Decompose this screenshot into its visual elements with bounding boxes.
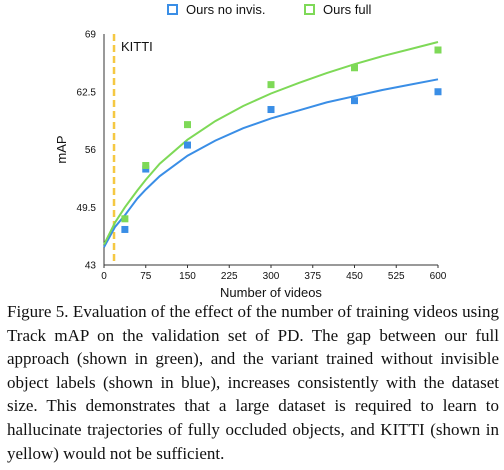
x-tick-label: 450 xyxy=(346,271,363,282)
x-axis-title: Number of videos xyxy=(220,285,322,300)
x-tick-label: 300 xyxy=(263,271,280,282)
chart: 0 75 150 225 300 375 450 525 600 43 49.5 56 62.5 69 Nu… xyxy=(54,2,447,300)
y-axis-title: mAP xyxy=(54,135,69,163)
series-1-point xyxy=(351,64,358,72)
y-tick-label: 62.5 xyxy=(77,87,97,98)
series-1-point xyxy=(121,215,129,223)
x-tick-label: 225 xyxy=(221,271,238,282)
series-1-point xyxy=(267,81,275,89)
series-0-point xyxy=(434,88,442,96)
series-0-point xyxy=(142,165,150,173)
series-1-point xyxy=(142,161,150,169)
x-tick-label: 600 xyxy=(430,271,447,282)
series-0-point xyxy=(351,97,358,105)
x-tick-label: 375 xyxy=(304,271,321,282)
series-1-point xyxy=(434,46,442,54)
series-1-trend-line xyxy=(103,41,439,246)
series-0-point xyxy=(267,106,275,114)
series-0-point xyxy=(121,225,129,233)
x-tick-label: 0 xyxy=(101,271,107,282)
legend-label-0: Ours no invis. xyxy=(186,2,265,17)
series-0-trend-line xyxy=(103,78,439,248)
legend-swatch-0 xyxy=(167,4,178,15)
y-tick-label: 56 xyxy=(85,145,97,156)
legend-label-1: Ours full xyxy=(323,2,372,17)
y-tick-label: 49.5 xyxy=(77,203,97,214)
x-tick-label: 525 xyxy=(388,271,405,282)
figure: 0 75 150 225 300 375 450 525 600 43 49.5 56 62.5 69 Nu… xyxy=(54,2,447,300)
kitti-label: KITTI xyxy=(121,39,153,54)
series-1-point xyxy=(184,121,191,129)
series-0-point xyxy=(184,141,191,149)
x-tick-label: 75 xyxy=(140,271,152,282)
figure-caption: Figure 5. Evaluation of the effect of th… xyxy=(7,302,499,463)
legend-swatch-1 xyxy=(304,4,315,15)
y-tick-label: 43 xyxy=(85,261,97,272)
x-tick-label: 150 xyxy=(179,271,196,282)
y-tick-label: 69 xyxy=(85,30,97,41)
